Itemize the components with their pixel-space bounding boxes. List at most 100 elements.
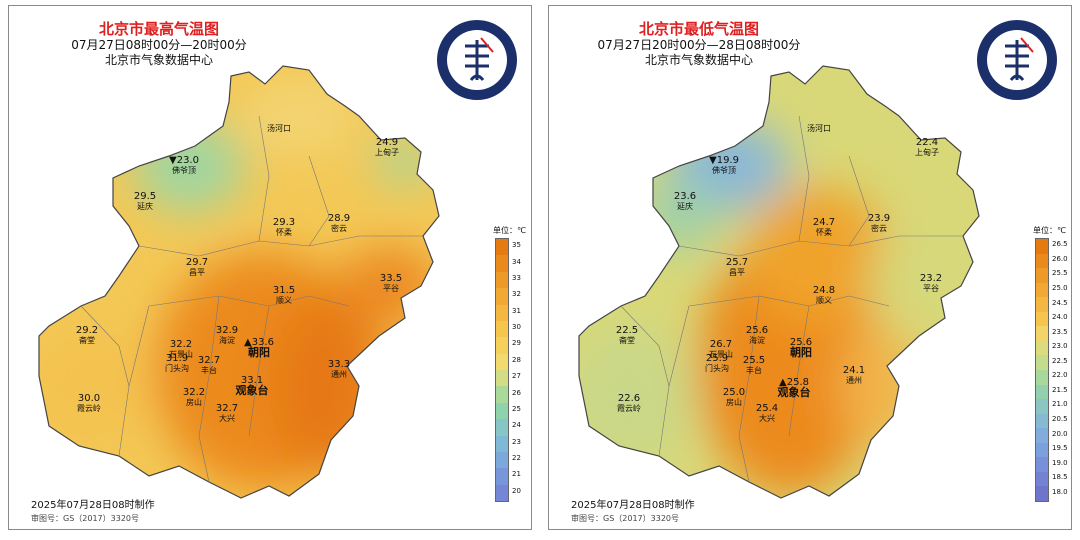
legend-color-step [496, 386, 508, 403]
station-name: 昌平 [729, 268, 745, 277]
map-approval-number: 审图号：GS（2017）3320号 [571, 514, 679, 523]
min-temperature-map-panel: 北京市最低气温图 07月27日20时00分—28日08时00分 北京市气象数据中… [548, 5, 1072, 530]
station-name: 汤河口 [807, 124, 831, 133]
station-label: 31.9 门头沟 [155, 354, 199, 374]
legend-color-step [496, 353, 508, 370]
station-value: 25.7 [725, 257, 749, 268]
station-label: 24.9 上甸子 [365, 138, 409, 158]
station-label: 32.9 海淀 [205, 326, 249, 346]
station-value: 28.9 [327, 213, 351, 224]
station-value: 29.3 [272, 217, 296, 228]
organization: 北京市气象数据中心 [644, 53, 753, 67]
station-value: 23.6 [673, 191, 697, 202]
legend-color-step [1036, 282, 1048, 298]
station-label: 25.7 昌平 [715, 258, 759, 278]
station-value: 30.0 [77, 393, 101, 404]
station-label: 29.7 昌平 [175, 258, 219, 278]
station-name: 斋堂 [79, 336, 95, 345]
station-label: 32.2 石景山 [159, 340, 203, 360]
legend-color-step [496, 451, 508, 469]
legend-color-step [1036, 370, 1048, 385]
legend-tick-label: 25.5 [1052, 269, 1068, 278]
station-label: 22.5 斋堂 [605, 326, 649, 346]
station-name: 顺义 [816, 296, 832, 305]
station-name: 昌平 [189, 268, 205, 277]
station-label: 29.2 斋堂 [65, 326, 109, 346]
station-value: 25.5 [742, 355, 766, 366]
station-name: 大兴 [759, 414, 775, 423]
station-value: ▼23.0 [169, 155, 199, 166]
station-label: 24.1 通州 [832, 366, 876, 386]
station-name: 延庆 [137, 202, 153, 211]
legend-color-step [496, 435, 508, 452]
station-value: 31.5 [272, 285, 296, 296]
legend-tick-label: 23 [512, 437, 521, 446]
legend-color-step [1036, 457, 1048, 472]
station-label: 32.2 房山 [172, 388, 216, 408]
max-temperature-map-panel: 北京市最高气温图 07月27日08时00分—20时00分 北京市气象数据中心 [8, 5, 532, 530]
station-value: 32.2 [169, 339, 193, 350]
station-name: 平谷 [923, 284, 939, 293]
organization: 北京市气象数据中心 [104, 53, 213, 67]
station-label: 22.4 上甸子 [905, 138, 949, 158]
station-value: 32.7 [197, 355, 221, 366]
station-label: 24.7 怀柔 [802, 218, 846, 238]
station-value: 29.7 [185, 257, 209, 268]
legend-tick-label: 21.5 [1052, 385, 1068, 394]
station-label: 33.5 平谷 [369, 274, 413, 294]
legend-tick-label: 23.0 [1052, 342, 1068, 351]
legend-color-step [496, 304, 508, 321]
map-title: 北京市最高气温图 [98, 20, 219, 38]
legend-color-step [1036, 326, 1048, 341]
station-value: ▲33.6 [244, 337, 274, 348]
legend-tick-label: 24.0 [1052, 313, 1068, 322]
legend-tick-label: 22.0 [1052, 371, 1068, 380]
legend-color-step [1036, 297, 1048, 312]
time-range: 07月27日20时00分—28日08时00分 [597, 38, 801, 52]
station-value: 25.6 [745, 325, 769, 336]
station-value: 25.0 [722, 387, 746, 398]
beijing-meteorological-service-logo [437, 20, 517, 100]
station-value: 25.9 [705, 353, 729, 364]
station-name: 海淀 [749, 336, 765, 345]
legend-color-step [1036, 486, 1048, 501]
station-value: 26.7 [709, 339, 733, 350]
station-value: 25.6 [789, 337, 813, 348]
station-label: 汤河口 [797, 124, 841, 134]
legend-color-step [496, 271, 508, 289]
station-name: 佛爷顶 [172, 166, 196, 175]
legend-unit: 单位：℃ [493, 226, 526, 235]
station-label: 25.0 房山 [712, 388, 756, 408]
legend-color-step [1036, 340, 1048, 356]
station-label: 30.0 霞云岭 [67, 394, 111, 414]
station-name: 佛爷顶 [712, 166, 736, 175]
legend-color-step [496, 255, 508, 272]
legend-color-step [1036, 471, 1048, 487]
station-value: 23.9 [867, 213, 891, 224]
legend-tick-label: 34 [512, 257, 521, 266]
station-name: 朝阳 [790, 346, 812, 359]
map-area [38, 65, 440, 499]
legend-tick-label: 19.0 [1052, 458, 1068, 467]
station-label: 23.6 延庆 [663, 192, 707, 212]
legend-color-step [496, 320, 508, 338]
station-name: 延庆 [677, 202, 693, 211]
station-name: 丰台 [201, 366, 217, 375]
station-label: 29.5 延庆 [123, 192, 167, 212]
station-label: 32.7 丰台 [187, 356, 231, 376]
map-area [578, 65, 980, 499]
station-name: 霞云岭 [77, 404, 101, 413]
legend-color-step [1036, 384, 1048, 400]
station-value: 24.1 [842, 365, 866, 376]
station-label: ▼23.0 佛爷顶 [162, 156, 206, 176]
station-label: 33.3 通州 [317, 360, 361, 380]
legend-color-step [1036, 268, 1048, 283]
legend-color-step [496, 337, 508, 354]
station-name: 通州 [846, 376, 862, 385]
station-label: 22.6 霞云岭 [607, 394, 651, 414]
legend-color-step [1036, 253, 1048, 269]
beijing-meteorological-service-logo [977, 20, 1057, 100]
station-value: 33.5 [379, 273, 403, 284]
map-approval-number: 审图号：GS（2017）3320号 [31, 514, 139, 523]
station-name: 石景山 [169, 350, 193, 359]
